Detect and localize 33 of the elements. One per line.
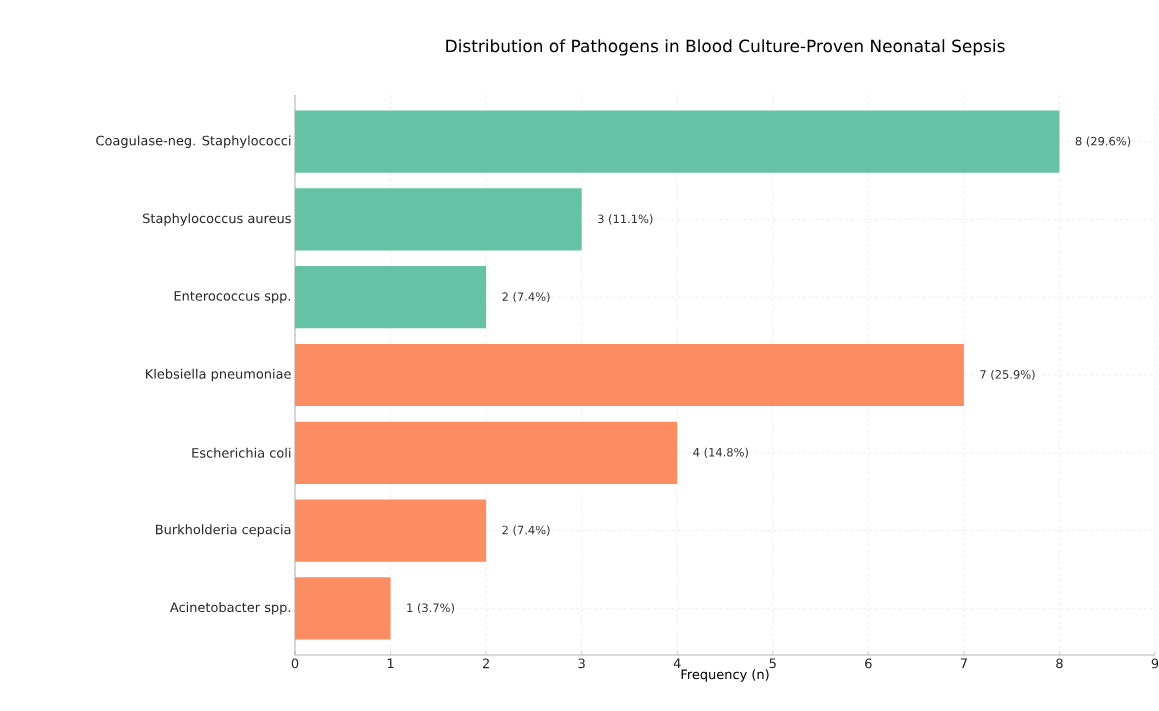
x-tick-label: 1 <box>387 658 394 668</box>
bar <box>295 266 487 329</box>
y-tick-label: Burkholderia cepacia <box>156 524 291 537</box>
data-label: 1 (3.7%) <box>407 603 454 614</box>
x-tick-label: 5 <box>769 658 776 669</box>
x-axis-title: Frequency (n) <box>681 669 769 682</box>
chart-title: Distribution of Pathogens in Blood Culture-Proven Neonatal Sepsis <box>446 39 1005 56</box>
x-tick-label: 8 <box>1056 658 1063 669</box>
x-tick-label: 0 <box>291 658 299 669</box>
bar <box>295 188 582 251</box>
x-tick-label: 9 <box>1151 658 1159 669</box>
x-tick-label: 2 <box>482 658 489 669</box>
data-label: 7 (25.9%) <box>980 369 1035 381</box>
x-tick-label: 6 <box>865 658 872 669</box>
data-label: 4 (14.8%) <box>693 447 748 458</box>
y-tick-label: Acinetobacter spp. <box>169 602 291 615</box>
bar <box>295 343 964 407</box>
y-tick-label: Escherichia coli <box>192 447 291 458</box>
data-label: 3 (11.1%) <box>598 214 653 225</box>
data-label: 2 (7.4%) <box>502 525 550 536</box>
data-label: 2 (7.4%) <box>502 292 550 303</box>
bar <box>295 421 678 484</box>
data-label: 8 (29.6%) <box>1075 136 1131 147</box>
x-tick-label: 7 <box>960 658 967 668</box>
bar <box>295 110 1060 173</box>
y-tick-label: Staphylococcus aureus <box>143 213 291 226</box>
bar <box>295 499 487 562</box>
x-tick-label: 3 <box>578 658 585 669</box>
y-tick-label: Klebsiella pneumoniae <box>146 368 291 382</box>
y-tick-label: Coagulase-neg. Staphylococci <box>96 135 291 148</box>
x-tick-label: 4 <box>673 658 681 668</box>
y-tick-label: Enterococcus spp. <box>174 291 291 304</box>
bar <box>295 577 391 640</box>
